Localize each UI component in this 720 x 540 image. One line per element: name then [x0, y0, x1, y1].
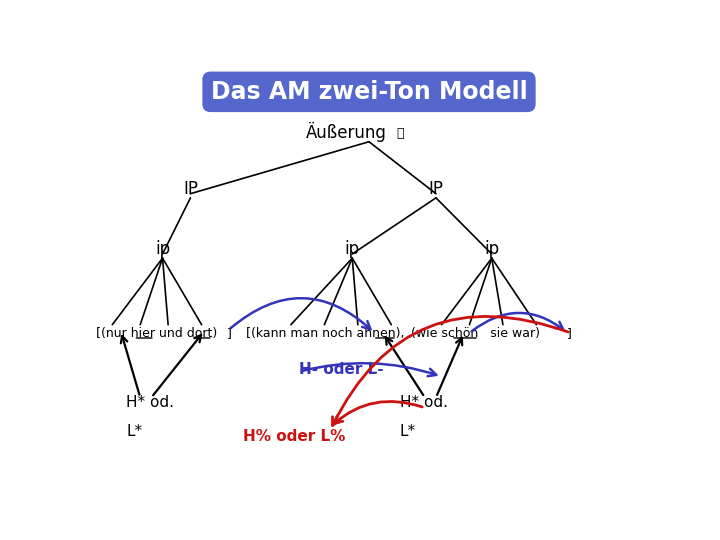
- Text: H% oder L%: H% oder L%: [243, 429, 346, 444]
- Text: H* od.: H* od.: [400, 395, 448, 410]
- Text: H- oder L-: H- oder L-: [300, 362, 384, 377]
- Text: H* od.: H* od.: [126, 395, 174, 410]
- Text: ip: ip: [345, 240, 360, 258]
- Text: L*: L*: [400, 424, 416, 440]
- Text: ]: ]: [567, 327, 572, 340]
- Text: 🔈: 🔈: [396, 127, 403, 140]
- Text: ip: ip: [155, 240, 170, 258]
- Text: Das AM zwei-Ton Modell: Das AM zwei-Ton Modell: [211, 80, 527, 104]
- Text: [(kann man noch ahnen),: [(kann man noch ahnen),: [246, 327, 405, 340]
- Text: (wie schön   sie war): (wie schön sie war): [411, 327, 540, 340]
- Text: ]: ]: [227, 327, 232, 340]
- Text: IP: IP: [428, 180, 444, 198]
- Text: Äußerung: Äußerung: [306, 122, 387, 141]
- Text: ip: ip: [484, 240, 500, 258]
- Text: [(nur hier und dort): [(nur hier und dort): [96, 327, 217, 340]
- Text: IP: IP: [183, 180, 198, 198]
- Text: L*: L*: [126, 424, 143, 440]
